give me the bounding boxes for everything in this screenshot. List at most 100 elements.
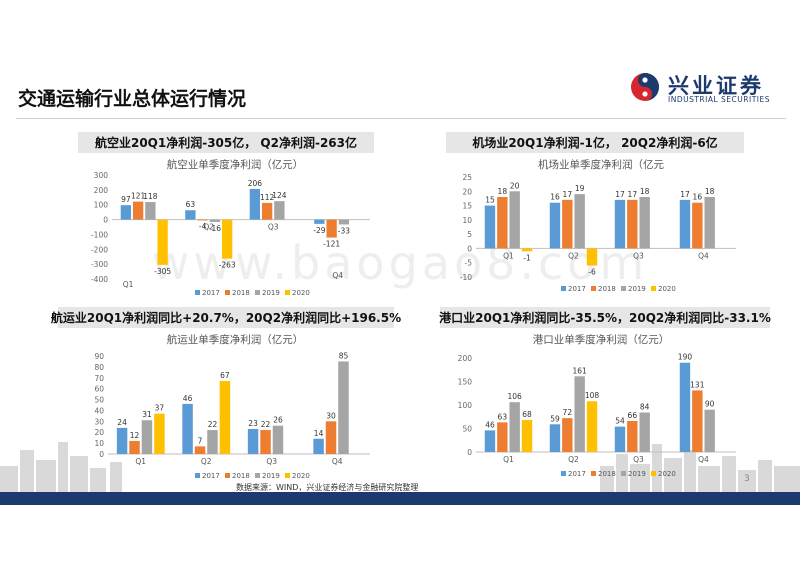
data-label: 16 [693,193,703,202]
y-tick-label: 100 [458,401,473,410]
panel-banner-port: 港口业20Q1净利润同比-35.5%，20Q2净利润同比-33.1% [439,307,771,328]
logo-swirl-icon [631,73,659,101]
legend-label: 2020 [658,285,676,293]
bar-2019-Q3 [639,412,650,452]
data-label: 7 [198,436,203,445]
data-label: 37 [155,404,165,413]
data-label: 18 [705,187,715,196]
bar-2017-Q4 [679,199,691,249]
y-tick-label: 15 [462,202,472,211]
y-tick-label: 50 [94,396,104,405]
legend-swatch-2019 [621,471,626,476]
y-tick-label: 200 [94,186,109,195]
bar-2018-Q2 [562,418,573,452]
data-label: -263 [219,261,236,270]
category-label: Q1 [123,280,134,289]
data-label: -33 [338,226,350,235]
category-label: Q4 [332,457,343,466]
legend-label: 2020 [292,472,310,480]
panel-banner-shipping: 航运业20Q1净利润同比+20.7%，20Q2净利润同比+196.5% [51,307,401,328]
y-tick-label: 80 [94,363,104,372]
data-label: 17 [563,190,573,199]
data-label: 97 [121,195,131,204]
company-logo: 兴业证券 INDUSTRIAL SECURITIES [630,70,790,110]
y-tick-label: -200 [91,245,108,254]
bar-2020-Q1 [154,413,165,454]
data-label: 26 [273,416,283,425]
y-tick-label: 300 [94,171,109,180]
data-label: 16 [550,193,560,202]
category-label: Q4 [698,251,709,260]
bar-2017-Q2 [185,210,196,220]
chart-airline-svg: 航空业单季度净利润（亿元） -400 -300 -200 -100 0 100 200 300 9… [91,158,370,297]
legend-swatch-2018 [225,473,230,478]
panel-banner-airport: 机场业20Q1净利润-1亿， 20Q2净利润-6亿 [446,132,744,153]
data-label: 67 [220,371,230,380]
data-label: 84 [640,403,650,412]
bar-2020-Q2 [586,401,598,452]
legend-label: 2019 [262,472,280,480]
bottom-brand-bar [0,492,800,505]
legend-swatch-2020 [651,286,656,291]
y-tick-label: 10 [94,439,104,448]
legend-label: 2020 [292,289,310,297]
chart-airline: 航空业单季度净利润（亿元） -400 -300 -200 -100 0 100 200 300 9… [80,155,390,305]
page-title: 交通运输行业总体运行情况 [18,88,247,110]
data-label: -121 [323,240,340,249]
bar-2019-Q2 [207,430,218,454]
data-label: -16 [209,224,221,233]
data-source-note: 数据来源：WIND，兴业证券经济与金融研究院整理 [236,483,419,492]
bar-2017-Q3 [614,426,626,452]
data-label: 22 [208,420,218,429]
y-tick-label: 90 [94,352,104,361]
bar-2020-Q1 [521,248,533,252]
logo-text-en: INDUSTRIAL SECURITIES [668,95,770,104]
category-label: Q2 [203,223,214,232]
category-label: Q3 [633,455,644,464]
category-label: Q1 [135,457,146,466]
chart-title: 机场业单季度净利润（亿元 [538,158,664,171]
bar-2017-Q1 [116,427,128,454]
legend-swatch-2019 [621,286,626,291]
skyline-decoration [0,442,800,492]
logo-text-cn: 兴业证券 [668,74,764,98]
y-tick-label: 100 [94,201,109,210]
legend-label: 2018 [232,289,250,297]
data-label: 206 [248,179,263,188]
data-label: 161 [573,366,588,375]
bar-2019-Q3 [639,197,650,249]
y-tick-label: 50 [462,425,472,434]
legend-label: 2018 [598,285,616,293]
page-number: 3 [744,474,750,484]
legend-label: 2017 [568,470,586,478]
bar-2017-Q3 [614,199,626,249]
data-label: -4 [199,222,207,231]
y-tick-label: 0 [99,450,104,459]
data-label: 59 [550,414,560,423]
y-tick-label: 30 [94,417,104,426]
y-tick-label: 60 [94,385,104,394]
chart-port: 港口业单季度净利润（亿元） 0 50 100 150 200 46 63 106 68 Q1 59 72… [446,330,756,482]
y-tick-label: 20 [462,187,472,196]
legend-label: 2018 [232,472,250,480]
legend-swatch-2018 [225,290,230,295]
bar-2017-Q1 [120,205,132,220]
data-label: 124 [272,191,287,200]
y-tick-label: 5 [467,230,472,239]
bar-2017-Q2 [549,424,561,452]
chart-title: 航运业单季度净利润（亿元） [167,333,304,346]
bar-2020-Q1 [157,219,168,265]
data-label: 30 [326,411,336,420]
chart-title: 航空业单季度净利润（亿元） [167,158,304,171]
bar-2019-Q2 [574,194,585,249]
data-label: 63 [186,200,196,209]
bar-2018-Q1 [129,440,140,454]
bar-2019-Q2 [209,219,221,222]
bar-2018-Q3 [260,430,271,454]
category-label: Q4 [332,271,343,280]
data-label: 190 [678,353,693,362]
data-label: 90 [705,400,715,409]
y-tick-label: 20 [94,428,104,437]
data-label: 131 [690,380,705,389]
